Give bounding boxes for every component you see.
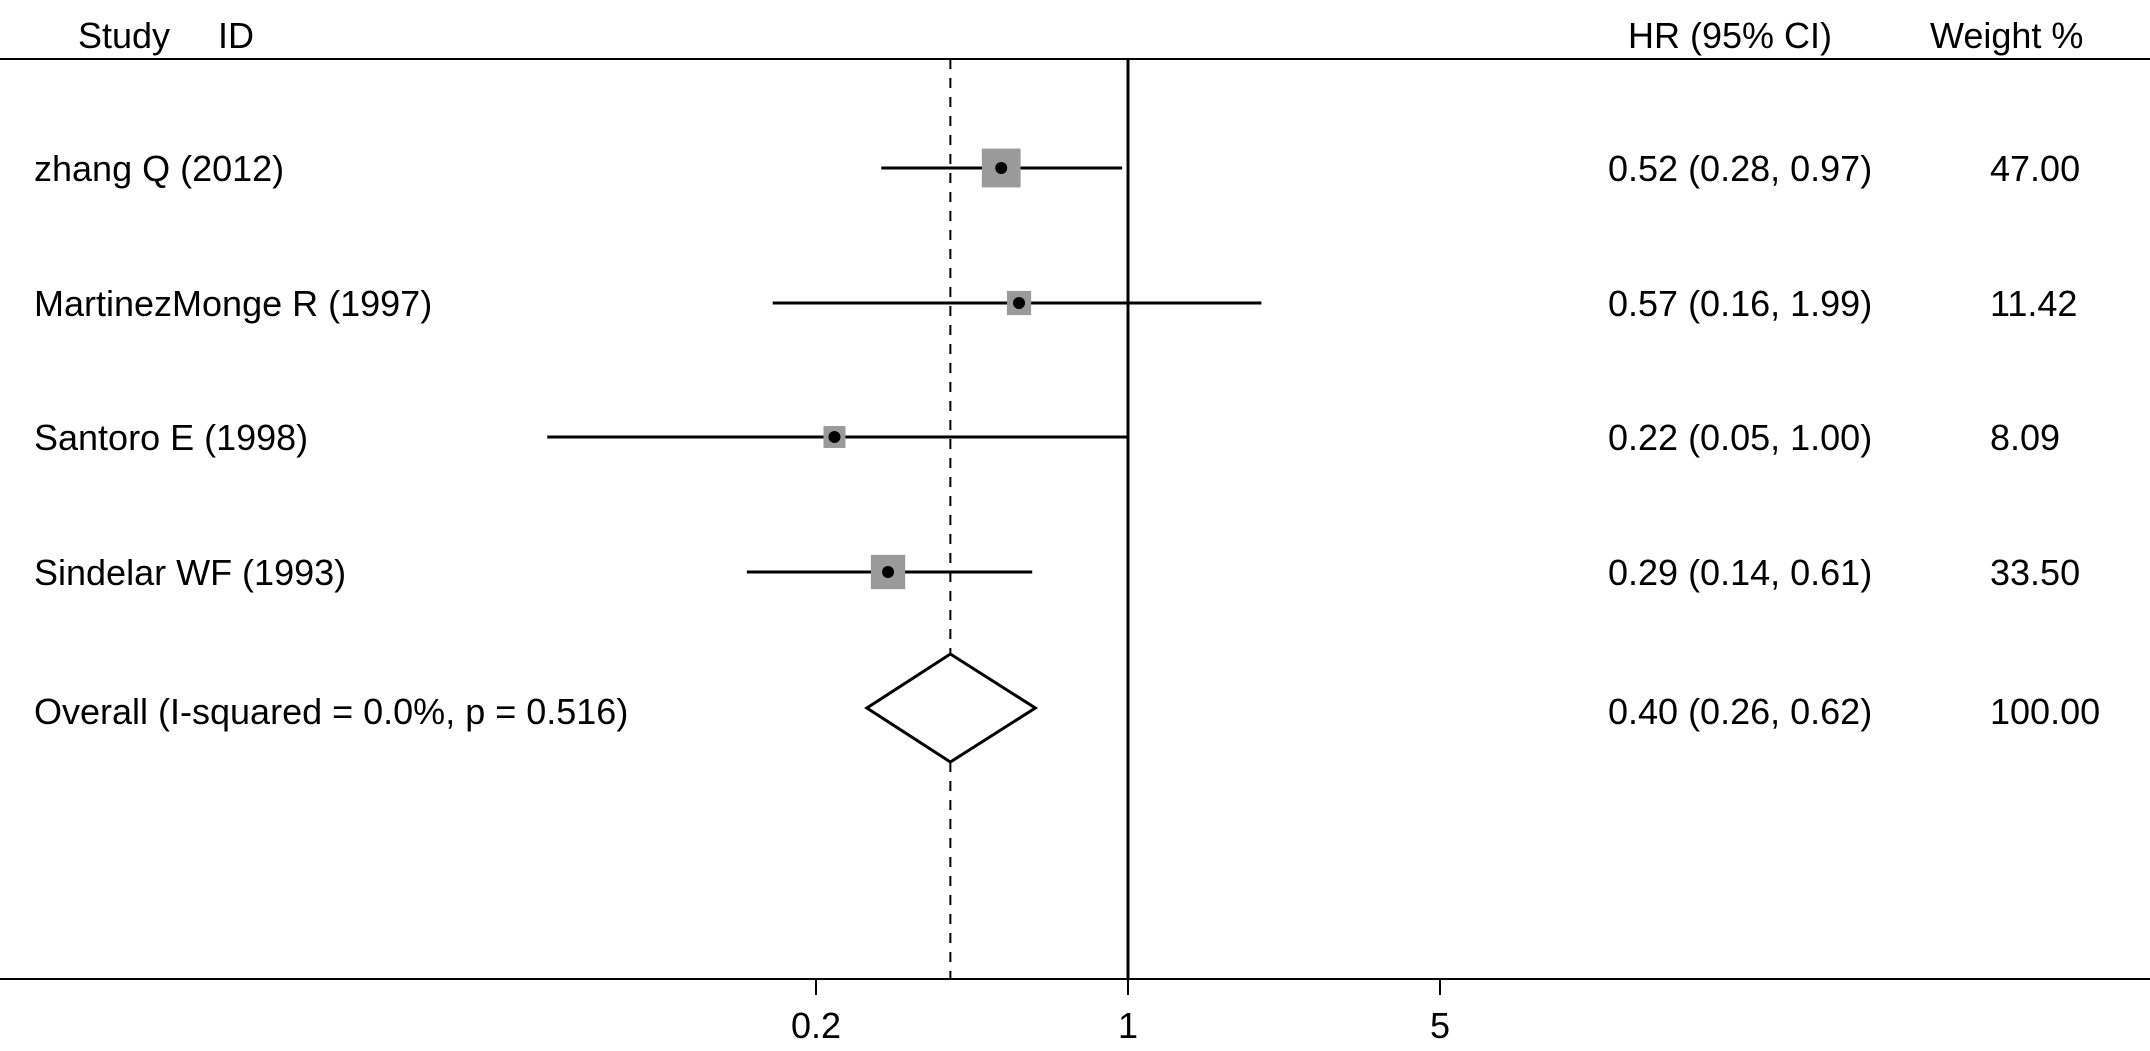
weight-text: 33.50 — [1990, 552, 2080, 593]
overall-diamond — [864, 652, 1039, 764]
point-estimate — [1013, 297, 1026, 309]
overall-label: Overall (I-squared = 0.0%, p = 0.516) — [34, 691, 628, 732]
overall-weight-text: 100.00 — [1990, 691, 2100, 732]
hr-text: 0.22 (0.05, 1.00) — [1608, 417, 1872, 458]
point-estimate — [882, 566, 895, 578]
hr-text: 0.29 (0.14, 0.61) — [1608, 552, 1872, 593]
x-tick-label: 0.2 — [791, 1005, 841, 1046]
header-id: ID — [218, 15, 254, 56]
study-row: Sindelar WF (1993) 0.29 (0.14, 0.61) 33.50 — [34, 552, 2080, 593]
study-label: MartinezMonge R (1997) — [34, 283, 432, 324]
study-label: Sindelar WF (1993) — [34, 552, 346, 593]
weight-text: 11.42 — [1990, 283, 2077, 324]
study-row: zhang Q (2012) 0.52 (0.28, 0.97) 47.00 — [34, 148, 2080, 189]
x-tick-label: 1 — [1118, 1005, 1138, 1046]
hr-text: 0.52 (0.28, 0.97) — [1608, 148, 1872, 189]
study-row: MartinezMonge R (1997) 0.57 (0.16, 1.99) 1… — [34, 283, 2077, 324]
x-ticks: 0.2 1 5 — [791, 979, 1450, 1046]
header-study: Study — [78, 15, 170, 56]
x-tick-label: 5 — [1430, 1005, 1450, 1046]
header-hr: HR (95% CI) — [1628, 15, 1832, 56]
point-estimate — [828, 431, 841, 443]
study-label: zhang Q (2012) — [34, 148, 284, 189]
study-label: Santoro E (1998) — [34, 417, 308, 458]
header-weight: Weight % — [1930, 15, 2083, 56]
weight-text: 47.00 — [1990, 148, 2080, 189]
weight-text: 8.09 — [1990, 417, 2060, 458]
hr-text: 0.57 (0.16, 1.99) — [1608, 283, 1872, 324]
study-rows: zhang Q (2012) 0.52 (0.28, 0.97) 47.00 Mart… — [34, 148, 2080, 593]
point-estimate — [995, 162, 1008, 174]
overall-hr-text: 0.40 (0.26, 0.62) — [1608, 691, 1872, 732]
study-row: Santoro E (1998) 0.22 (0.05, 1.00) 8.09 — [34, 417, 2060, 458]
